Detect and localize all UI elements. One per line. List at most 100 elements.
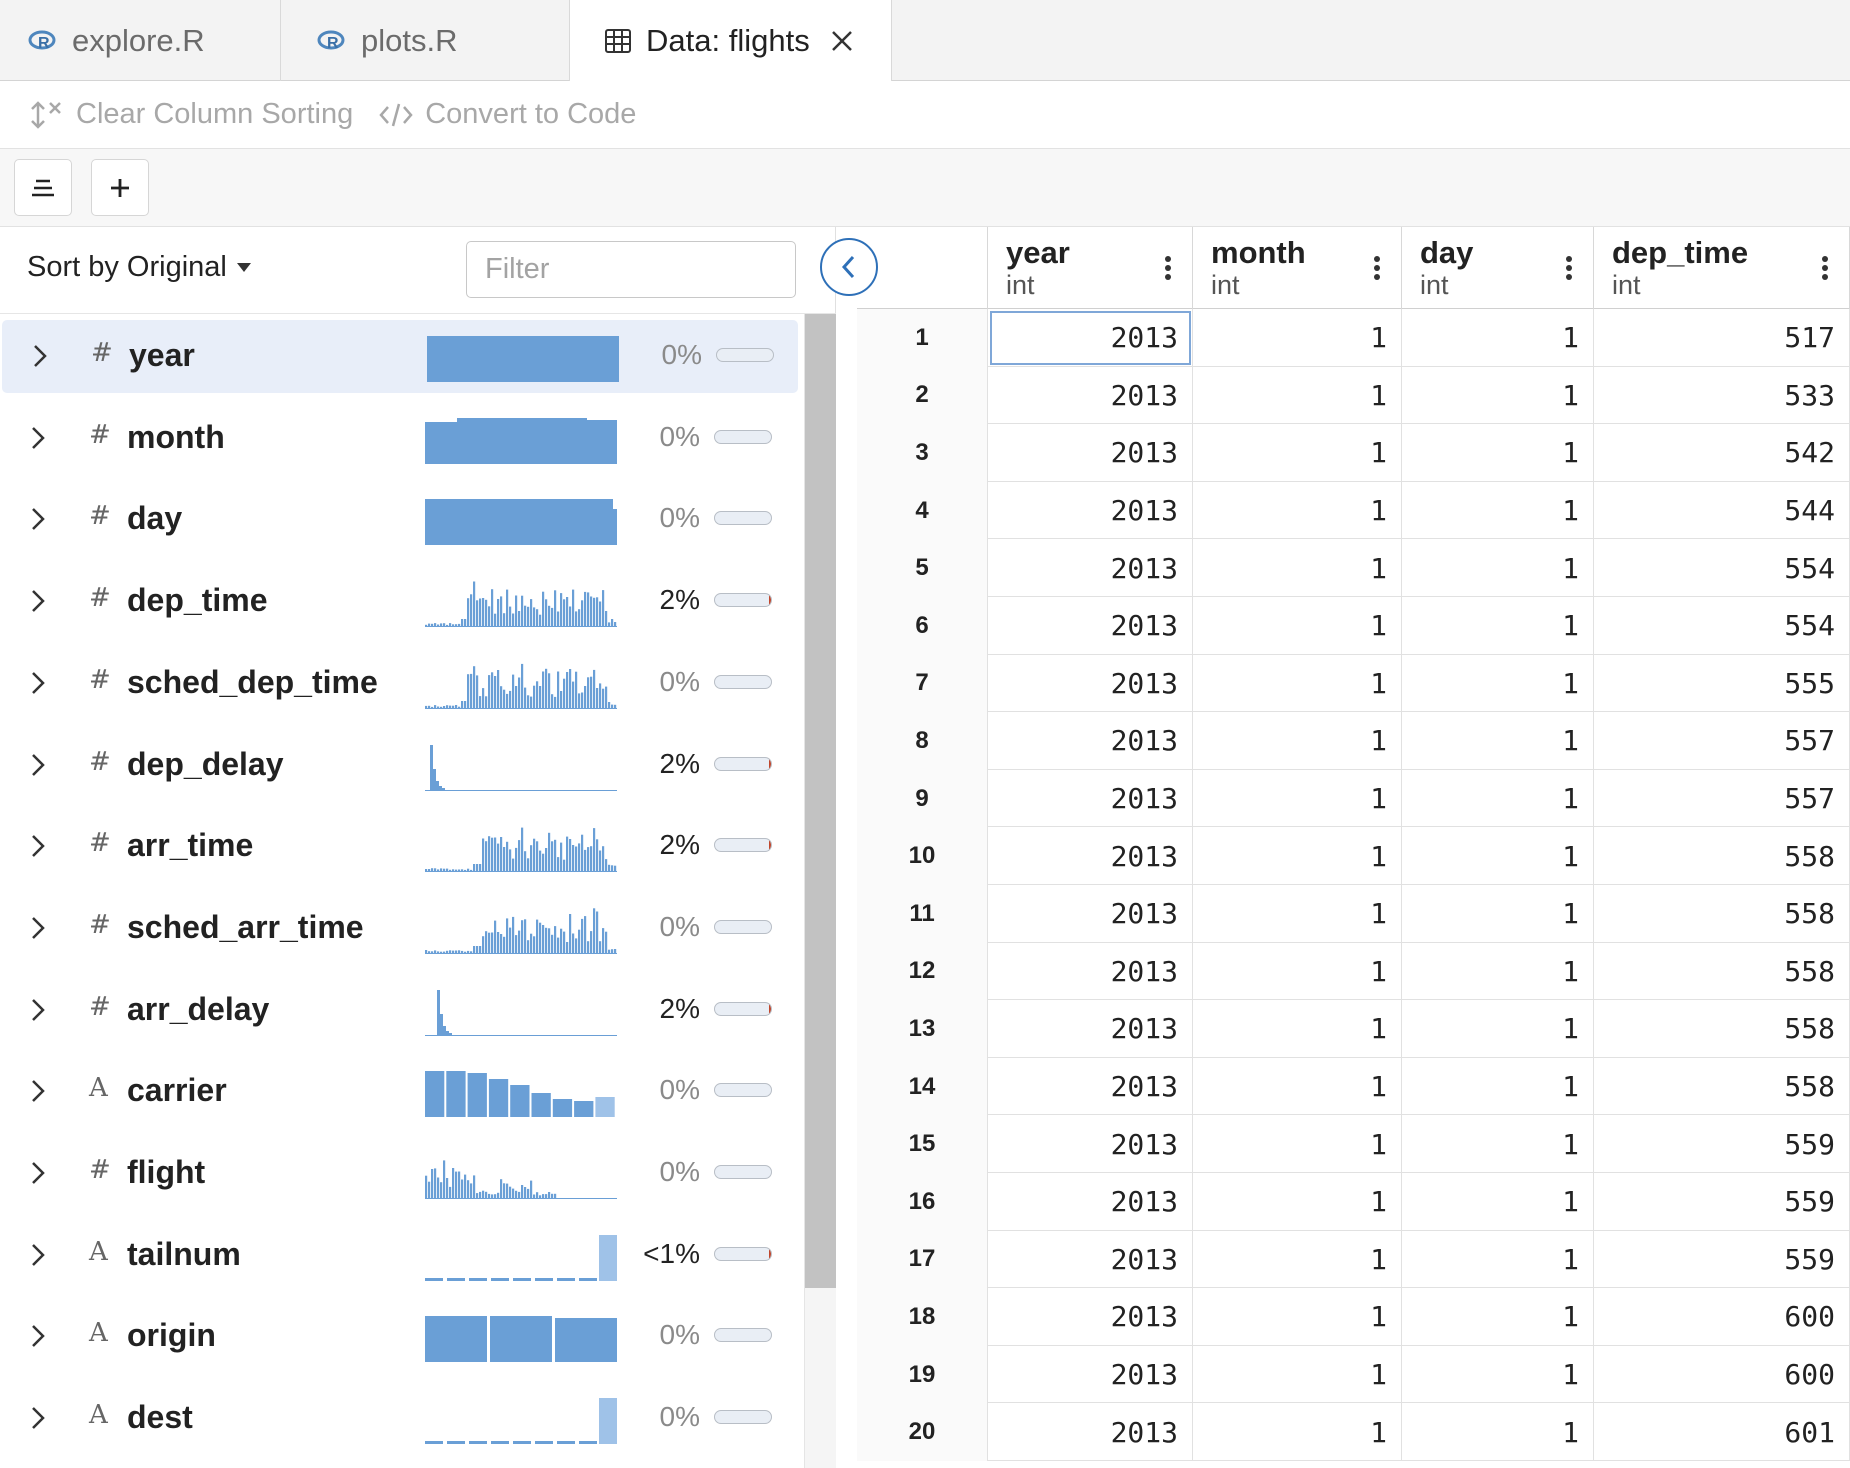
table-cell[interactable]: 1 — [1402, 539, 1594, 597]
column-summary-row[interactable]: A origin 0% — [0, 1300, 800, 1373]
clear-column-sorting-button[interactable]: Clear Column Sorting — [28, 98, 353, 131]
row-number[interactable]: 20 — [857, 1403, 988, 1461]
kebab-menu-icon[interactable] — [1373, 255, 1381, 286]
row-number[interactable]: 15 — [857, 1115, 988, 1173]
table-cell[interactable]: 542 — [1594, 424, 1850, 482]
chevron-right-icon[interactable] — [30, 588, 46, 619]
table-cell[interactable]: 1 — [1193, 597, 1402, 655]
sort-dropdown[interactable]: Sort by Original — [27, 251, 251, 284]
row-number[interactable]: 3 — [857, 424, 988, 482]
table-cell[interactable]: 1 — [1402, 827, 1594, 885]
table-cell[interactable]: 1 — [1402, 1000, 1594, 1058]
table-cell[interactable]: 1 — [1402, 885, 1594, 943]
chevron-right-icon[interactable] — [30, 1323, 46, 1354]
chevron-right-icon[interactable] — [30, 1242, 46, 1273]
table-cell[interactable]: 2013 — [988, 1230, 1193, 1289]
table-cell[interactable]: 558 — [1594, 885, 1850, 943]
table-cell[interactable]: 1 — [1193, 1230, 1402, 1289]
column-summary-row[interactable]: # arr_delay 2% — [0, 974, 800, 1047]
row-number[interactable]: 1 — [857, 309, 988, 367]
table-cell[interactable]: 558 — [1594, 942, 1850, 1001]
table-cell[interactable]: 1 — [1402, 654, 1594, 713]
column-summary-row[interactable]: # arr_time 2% — [0, 810, 800, 883]
table-cell[interactable]: 558 — [1594, 1057, 1850, 1116]
row-number[interactable]: 2 — [857, 366, 988, 425]
row-number[interactable]: 10 — [857, 827, 988, 885]
table-cell[interactable]: 1 — [1402, 1173, 1594, 1231]
table-cell[interactable]: 2013 — [988, 1000, 1193, 1058]
table-cell[interactable]: 1 — [1193, 366, 1402, 425]
kebab-menu-icon[interactable] — [1565, 255, 1573, 286]
row-number[interactable]: 8 — [857, 712, 988, 770]
table-cell[interactable]: 1 — [1193, 1173, 1402, 1231]
table-cell[interactable]: 557 — [1594, 769, 1850, 828]
table-cell[interactable]: 558 — [1594, 827, 1850, 885]
scrollbar-thumb[interactable] — [805, 314, 836, 1288]
row-number[interactable]: 13 — [857, 1000, 988, 1058]
row-number[interactable]: 9 — [857, 769, 988, 828]
table-cell[interactable]: 1 — [1402, 481, 1594, 540]
column-header-month[interactable]: month int — [1193, 227, 1402, 309]
table-cell[interactable]: 1 — [1193, 769, 1402, 828]
table-cell[interactable]: 1 — [1402, 712, 1594, 770]
table-cell[interactable]: 601 — [1594, 1403, 1850, 1461]
table-cell[interactable]: 1 — [1402, 1230, 1594, 1289]
column-header-day[interactable]: day int — [1402, 227, 1594, 309]
table-cell[interactable]: 2013 — [988, 481, 1193, 540]
table-cell[interactable]: 555 — [1594, 654, 1850, 713]
column-summary-row[interactable]: A carrier 0% — [0, 1055, 800, 1128]
table-cell[interactable]: 1 — [1193, 827, 1402, 885]
table-cell[interactable]: 559 — [1594, 1230, 1850, 1289]
row-number[interactable]: 6 — [857, 597, 988, 655]
table-cell[interactable]: 2013 — [988, 885, 1193, 943]
table-cell[interactable]: 1 — [1193, 654, 1402, 713]
kebab-menu-icon[interactable] — [1164, 255, 1172, 286]
table-cell[interactable]: 1 — [1193, 1000, 1402, 1058]
table-cell[interactable]: 2013 — [988, 827, 1193, 885]
filter-input[interactable] — [466, 241, 796, 298]
row-number[interactable]: 17 — [857, 1230, 988, 1289]
table-cell[interactable]: 1 — [1193, 481, 1402, 540]
table-cell[interactable]: 1 — [1402, 1345, 1594, 1404]
table-cell[interactable]: 1 — [1402, 1057, 1594, 1116]
chevron-right-icon[interactable] — [30, 833, 46, 864]
column-summary-row[interactable]: A tailnum <1% — [0, 1219, 800, 1292]
table-cell[interactable]: 2013 — [988, 1173, 1193, 1231]
table-cell[interactable]: 1 — [1193, 309, 1402, 367]
column-summary-row[interactable]: # dep_delay 2% — [0, 729, 800, 802]
toggle-summary-panel-button[interactable] — [14, 159, 72, 216]
column-summary-row[interactable]: # month 0% — [0, 402, 800, 475]
tab-data-flights[interactable]: Data: flights — [570, 0, 892, 82]
tab-plots-r[interactable]: R plots.R — [281, 0, 570, 81]
chevron-right-icon[interactable] — [30, 1160, 46, 1191]
column-summary-row[interactable]: # day 0% — [0, 483, 800, 556]
table-cell[interactable]: 1 — [1402, 769, 1594, 828]
collapse-panel-button[interactable] — [820, 238, 878, 296]
tab-explore-r[interactable]: R explore.R — [0, 0, 281, 81]
table-cell[interactable]: 557 — [1594, 712, 1850, 770]
table-cell[interactable]: 1 — [1193, 942, 1402, 1001]
chevron-right-icon[interactable] — [30, 506, 46, 537]
row-number[interactable]: 14 — [857, 1057, 988, 1116]
column-summary-row[interactable]: # year 0% — [2, 320, 798, 393]
table-cell[interactable]: 1 — [1402, 366, 1594, 425]
row-number[interactable]: 11 — [857, 885, 988, 943]
chevron-right-icon[interactable] — [30, 1405, 46, 1436]
table-cell[interactable]: 2013 — [988, 309, 1193, 367]
chevron-right-icon[interactable] — [30, 1078, 46, 1109]
row-number[interactable]: 12 — [857, 942, 988, 1001]
table-cell[interactable]: 1 — [1402, 597, 1594, 655]
table-cell[interactable]: 559 — [1594, 1173, 1850, 1231]
table-cell[interactable]: 544 — [1594, 481, 1850, 540]
table-cell[interactable]: 554 — [1594, 597, 1850, 655]
column-summary-row[interactable]: # sched_arr_time 0% — [0, 892, 800, 965]
table-cell[interactable]: 1 — [1402, 1115, 1594, 1173]
table-cell[interactable]: 1 — [1402, 1403, 1594, 1461]
column-summary-row[interactable]: # dep_time 2% — [0, 565, 800, 638]
chevron-right-icon[interactable] — [30, 997, 46, 1028]
table-cell[interactable]: 2013 — [988, 942, 1193, 1001]
table-cell[interactable]: 1 — [1193, 424, 1402, 482]
close-icon[interactable] — [830, 29, 854, 53]
table-cell[interactable]: 554 — [1594, 539, 1850, 597]
summary-scrollbar[interactable] — [804, 314, 836, 1468]
